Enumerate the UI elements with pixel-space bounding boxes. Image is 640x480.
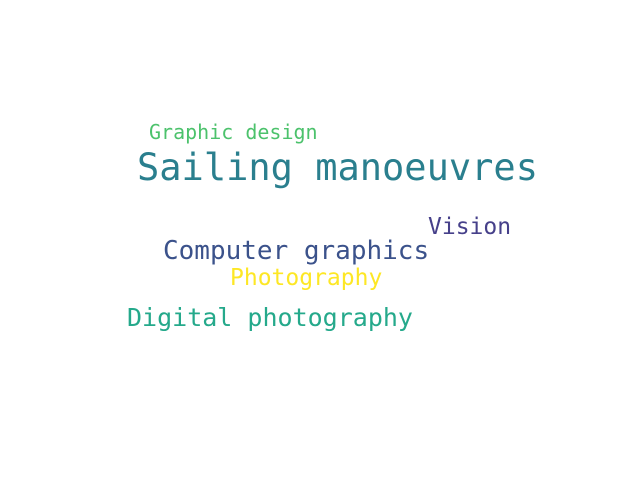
word-graphic-design: Graphic design xyxy=(149,120,318,144)
word-vision: Vision xyxy=(428,214,512,240)
word-computer-graphics: Computer graphics xyxy=(163,236,430,266)
word-digital-photography: Digital photography xyxy=(127,303,413,332)
word-sailing-manoeuvres: Sailing manoeuvres xyxy=(137,146,538,189)
word-photography: Photography xyxy=(230,265,383,291)
